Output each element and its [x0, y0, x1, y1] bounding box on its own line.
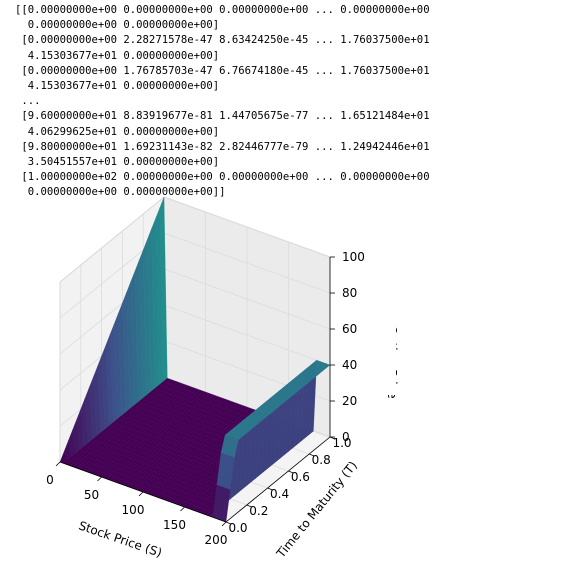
x-tick-mark — [97, 476, 102, 482]
x-tick-label: 100 — [122, 503, 145, 517]
x-tick-mark — [180, 506, 185, 512]
y-tick-mark — [288, 470, 294, 474]
y-tick-mark — [246, 504, 252, 508]
y-tick-label: 0.8 — [312, 453, 331, 467]
y-tick-mark — [225, 521, 232, 525]
x-tick-mark — [221, 521, 227, 527]
axes-ticks: 0501001502000.00.20.40.60.81.00204060801… — [46, 250, 365, 547]
y-tick-label: 0.0 — [228, 521, 247, 535]
y-axis-label: Time to Maturity (T) — [273, 459, 360, 562]
x-tick-label: 50 — [84, 488, 99, 502]
cell-output-text: [[0.00000000e+00 0.00000000e+00 0.000000… — [15, 4, 430, 199]
y-tick-label: 1.0 — [332, 436, 351, 450]
y-tick-mark — [309, 453, 315, 457]
z-tick-label: 20 — [342, 394, 357, 408]
y-tick-label: 0.2 — [249, 504, 268, 518]
z-tick-label: 40 — [342, 358, 357, 372]
x-tick-mark — [138, 491, 144, 497]
y-axis-line — [225, 436, 331, 523]
x-tick-label: 0 — [46, 473, 54, 487]
x-tick-label: 150 — [163, 518, 186, 532]
x-tick-label: 200 — [205, 533, 228, 547]
x-tick-mark — [55, 461, 61, 467]
z-label-mask — [381, 325, 396, 395]
x-axis-label: Stock Price (S) — [77, 518, 164, 560]
surface-mesh — [59, 196, 331, 523]
z-tick-label: 0 — [342, 430, 350, 444]
z-tick-label: 80 — [342, 286, 357, 300]
z-tick-label: 100 — [342, 250, 365, 264]
y-tick-label: 0.6 — [291, 470, 310, 484]
y-tick-mark — [267, 487, 273, 491]
y-tick-label: 0.4 — [270, 487, 289, 501]
z-tick-label: 60 — [342, 322, 357, 336]
